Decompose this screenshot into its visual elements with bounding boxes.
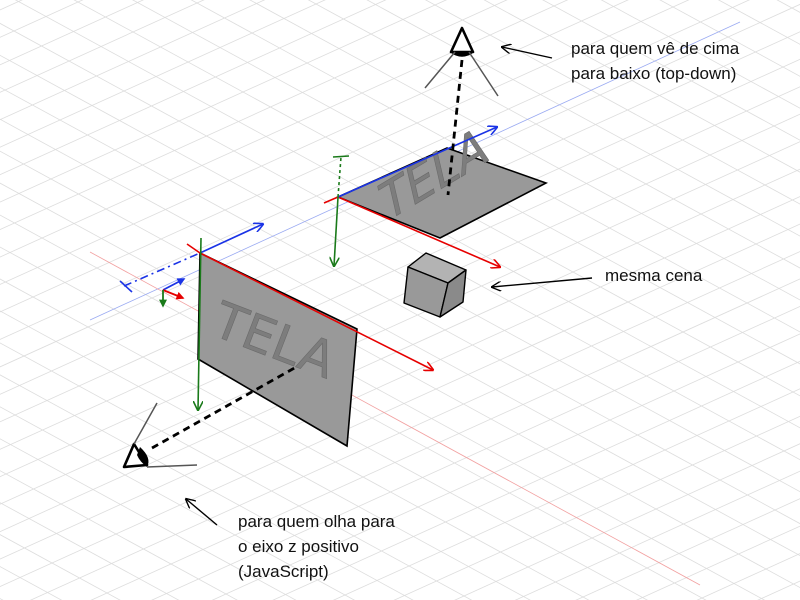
grid-line <box>190 0 800 333</box>
cube-icon <box>403 252 467 318</box>
front-z-axis-tick <box>119 280 133 293</box>
front-screen <box>197 251 358 448</box>
same-scene-pointer-arrow <box>492 277 593 287</box>
grid-line <box>151 306 800 600</box>
grid-line <box>575 498 800 600</box>
top-eye-icon <box>424 26 499 97</box>
bottom-eye-icon <box>122 402 198 469</box>
javascript-annotation: para quem olha para o eixo z positivo (J… <box>238 509 395 584</box>
grid-line <box>272 360 800 600</box>
front-z-axis-behind <box>186 243 201 254</box>
same-scene-annotation-line1: mesma cena <box>605 266 703 285</box>
grid-line <box>73 0 800 397</box>
top-y-axis-tick <box>332 155 350 158</box>
axis-gizmo-icon <box>159 278 186 308</box>
front-view-dashed-line <box>151 364 299 450</box>
grid-line <box>29 251 800 600</box>
front-screen-group: TELA <box>119 224 433 469</box>
same-scene-annotation: mesma cena <box>605 263 702 288</box>
top-x-axis-arrow <box>337 196 500 267</box>
grid-line <box>454 443 800 600</box>
grid-line <box>424 0 800 205</box>
grid-line <box>132 0 800 365</box>
top-down-pointer-arrow <box>502 47 553 59</box>
grid-line <box>0 223 800 588</box>
top-view-dashed-line <box>446 59 464 196</box>
top-y-axis-arrow <box>334 196 338 266</box>
grid-line <box>542 0 800 141</box>
top-down-annotation-line1: para quem vê de cima <box>571 39 740 58</box>
grid-line <box>211 333 800 600</box>
javascript-annotation-line1: para quem olha para <box>238 512 395 531</box>
grid-line <box>332 388 800 600</box>
top-z-axis-arrow <box>337 127 497 198</box>
front-x-axis-arrow <box>199 252 433 370</box>
grid-line <box>249 0 800 301</box>
top-down-annotation: para quem vê de cima para baixo (top-dow… <box>571 36 739 86</box>
grid-line <box>0 182 766 600</box>
front-z-axis-negative-dashed <box>123 252 201 287</box>
top-down-annotation-line2: para baixo (top-down) <box>571 64 737 83</box>
grid-line <box>0 0 489 289</box>
top-z-axis-negative <box>323 196 339 204</box>
grid-line <box>514 470 800 600</box>
grid-line <box>0 168 800 533</box>
javascript-annotation-line2: o eixo z positivo <box>238 537 359 556</box>
javascript-pointer-arrow <box>186 499 218 526</box>
grid-line <box>366 0 800 237</box>
grid-line <box>307 0 800 269</box>
grid-line <box>14 0 800 429</box>
top-screen-group: TELA <box>323 26 549 267</box>
world-x-axis-line <box>89 251 701 586</box>
top-y-axis-negative <box>337 156 342 198</box>
grid-line <box>0 196 800 560</box>
grid-line <box>0 246 648 600</box>
front-y-axis-arrow <box>198 237 201 410</box>
front-z-axis-arrow <box>199 224 263 254</box>
grid-line <box>483 0 800 173</box>
javascript-annotation-line3: (JavaScript) <box>238 562 329 581</box>
grid-line <box>393 415 800 600</box>
grid-line <box>90 278 800 600</box>
